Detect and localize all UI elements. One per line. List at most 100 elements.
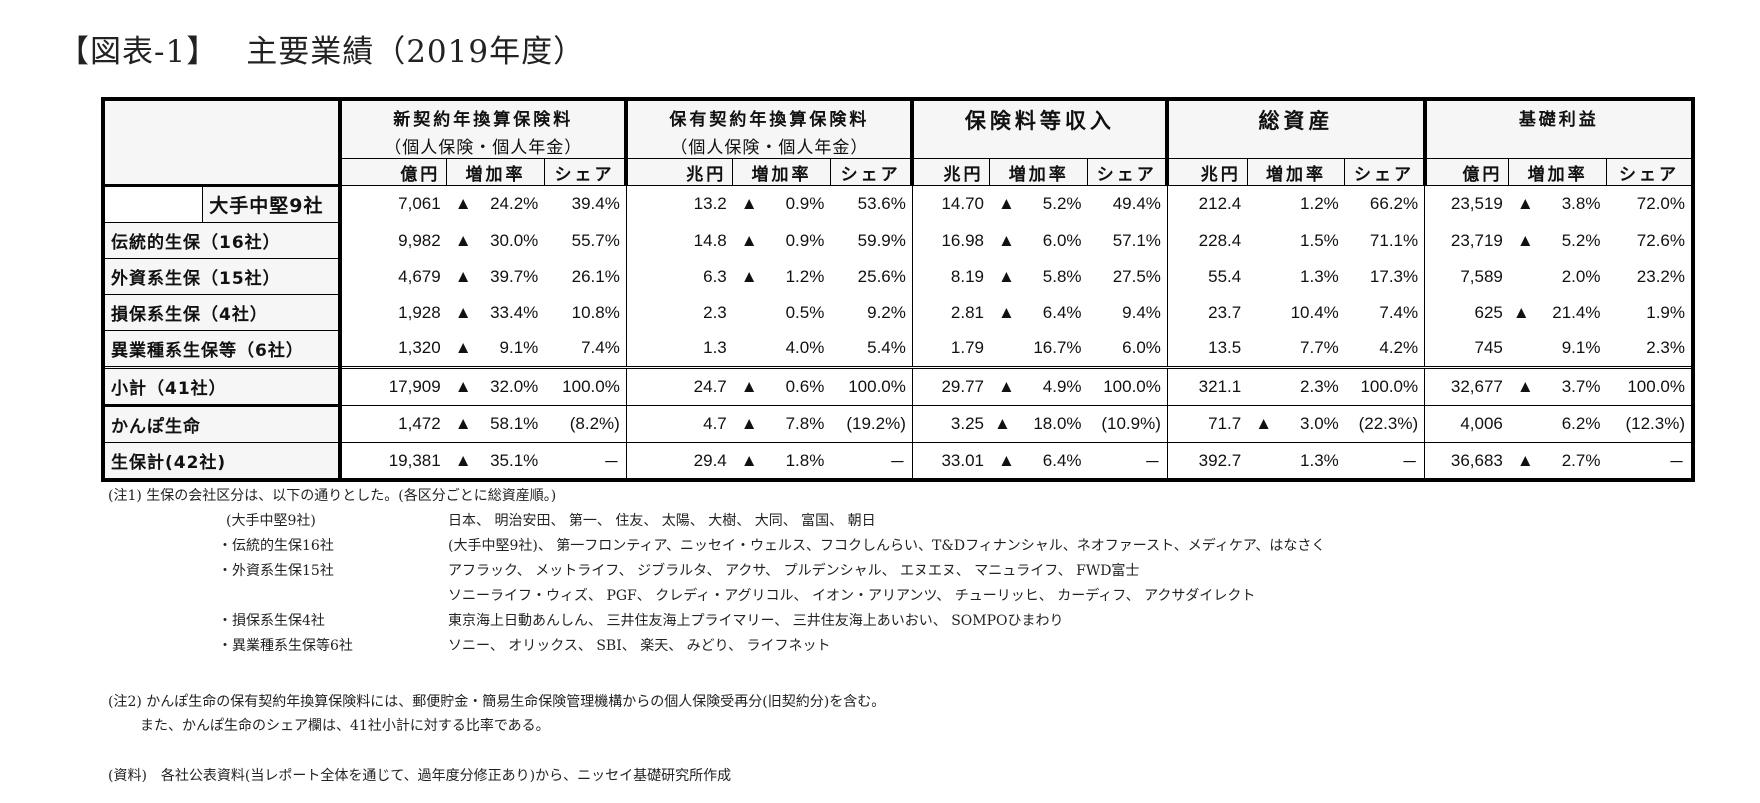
cell-share: 2.3% [1646, 338, 1685, 358]
cell-value: 14.8 [625, 222, 733, 259]
row-label: 大手中堅9社 [202, 185, 343, 223]
cell-change: ▲ 5.8% [997, 266, 1082, 286]
subtotal-row: 小計（41社） 17,909 ▲ 32.0% 100.0% 24.7 ▲ 0.6% … [103, 366, 1693, 407]
change-header: 増加率 [1508, 158, 1607, 186]
cell-share: 23.2% [1636, 266, 1685, 286]
header-row-group: 新契約年換算保険料 保有契約年換算保険料 保険料等収入 総資産 基礎利益 [103, 99, 1693, 187]
table-row: 損保系生保（4社） 1,928 ▲ 33.4% 10.8% 2.3 0.5% 9.… [103, 294, 1693, 331]
decrease-triangle-icon: ▲ [454, 230, 472, 250]
share-header: シェア [1605, 158, 1693, 186]
row-label: 異業種系生保等（6社） [103, 330, 343, 368]
cell-share: 1.9% [1646, 302, 1685, 322]
cell-change: ▲ 3.8% [1516, 194, 1601, 214]
cell-change: 10.4% [1290, 302, 1339, 322]
share-header: シェア [829, 158, 913, 186]
cell-value: 29.77 [911, 366, 990, 406]
row-label: 伝統的生保（16社） [103, 222, 343, 259]
cell-share: (10.9%) [1087, 405, 1168, 443]
group-header: 保有契約年換算保険料 [624, 99, 913, 133]
table-row: 異業種系生保等（6社） 1,320 ▲ 9.1% 7.4% 1.3 4.0% 5.… [103, 330, 1693, 368]
table-row: かんぽ生命 1,472 ▲ 58.1% (8.2%) 4.7 ▲ 7.8% (19.… [103, 405, 1693, 443]
cell-change: ▲ 9.1% [454, 338, 539, 358]
unit-header: 億円 [1422, 158, 1509, 186]
header-row-units: 億円 増加率 シェア 兆円 増加率 シェア 兆円 増加率 シェア 兆円 増加率 … [103, 158, 1693, 186]
cell-share: 4.2% [1379, 338, 1419, 358]
unit-header: 兆円 [624, 158, 733, 186]
cell-value: 23,719 [1424, 222, 1509, 259]
cell-value: 29.4 [625, 442, 733, 480]
cell-value: 1.3 [625, 330, 733, 368]
cell-change: ▲ 21.4% [1512, 302, 1601, 322]
change-header: 増加率 [732, 158, 831, 186]
decrease-triangle-icon: ▲ [454, 377, 472, 396]
cell-share: 5.4% [867, 338, 906, 358]
cell-share: 57.1% [1112, 230, 1161, 250]
cell-share: 100.0% [830, 366, 913, 406]
decrease-triangle-icon: ▲ [1516, 194, 1534, 214]
cell-value: 4.7 [625, 405, 733, 443]
cell-value: 2.81 [911, 294, 990, 331]
figure-label: 【図表-1】 [58, 34, 219, 70]
cell-change: 0.5% [785, 302, 825, 322]
cell-change: ▲ 7.8% [732, 405, 831, 443]
note-2-continued: また、かんぽ生命のシェア欄は、41社小計に対する比率である。 [140, 718, 550, 734]
group-header: 総資産 [1165, 99, 1425, 159]
cell-share: 66.2% [1369, 194, 1419, 214]
cell-share: 72.6% [1636, 230, 1685, 250]
row-label: 外資系生保（15社） [103, 258, 343, 295]
category-members: ソニーライフ・ウィズ、 PGF、 クレディ・アグリコル、 イオン・アリアンツ、 … [448, 588, 1256, 604]
cell-share: 7.4% [1379, 302, 1419, 322]
group-subheader: （個人保険・個人年金） [624, 133, 913, 159]
cell-share: 27.5% [1112, 266, 1161, 286]
cell-change: 2.3% [1247, 366, 1345, 406]
decrease-triangle-icon: ▲ [997, 230, 1015, 250]
cell-change: ▲ 4.9% [989, 366, 1088, 406]
cell-share: 9.2% [867, 302, 906, 322]
table-row: 外資系生保（15社） 4,679 ▲ 39.7% 26.1% 6.3 ▲ 1.2% … [103, 258, 1693, 295]
group-header: 基礎利益 [1422, 99, 1693, 159]
cell-change: 1.3% [1300, 266, 1339, 286]
cell-value: 36,683 [1424, 442, 1509, 480]
cell-value: 14.70 [911, 185, 990, 223]
unit-header: 兆円 [1165, 158, 1248, 186]
cell-share: 71.1% [1369, 230, 1419, 250]
cell-change: ▲ 18.0% [989, 405, 1088, 443]
cell-change: 1.5% [1300, 230, 1339, 250]
category-name: ・損保系生保4社 [218, 613, 325, 629]
cell-value: 228.4 [1166, 222, 1248, 259]
cell-share: 6.0% [1122, 338, 1161, 358]
cell-share: 53.6% [857, 194, 906, 214]
cell-value: 4,006 [1424, 405, 1509, 443]
cell-value: 13.2 [625, 185, 733, 223]
category-members: 日本、 明治安田、 第一、 住友、 太陽、 大樹、 大同、 富国、 朝日 [448, 513, 876, 529]
cell-value: 625 [1424, 294, 1509, 331]
cell-share: (8.2%) [544, 405, 627, 443]
cell-share: 17.3% [1369, 266, 1419, 286]
cell-value: 71.7 [1166, 405, 1248, 443]
header-row-sub: （個人保険・個人年金） （個人保険・個人年金） [103, 133, 1693, 159]
cell-value: 1,472 [340, 405, 447, 443]
change-header: 増加率 [446, 158, 545, 186]
decrease-triangle-icon: ▲ [740, 414, 758, 433]
cell-share: 39.4% [571, 194, 620, 214]
cell-share: 7.4% [581, 338, 620, 358]
cell-value: 321.1 [1166, 366, 1248, 406]
cell-value: 745 [1424, 330, 1509, 368]
decrease-triangle-icon: ▲ [740, 266, 758, 286]
decrease-triangle-icon: ▲ [454, 302, 472, 322]
unit-header: 億円 [340, 158, 447, 186]
cell-value: 212.4 [1166, 185, 1248, 223]
decrease-triangle-icon: ▲ [997, 450, 1015, 470]
cell-share: (22.3%) [1344, 405, 1425, 443]
decrease-triangle-icon: ▲ [997, 194, 1015, 214]
group-header: 保険料等収入 [910, 99, 1168, 159]
cell-change: ▲ 0.9% [740, 230, 825, 250]
cell-share: － [544, 442, 627, 480]
decrease-triangle-icon: ▲ [454, 414, 472, 433]
category-name: ・伝統的生保16社 [218, 538, 334, 554]
decrease-triangle-icon: ▲ [1512, 302, 1530, 322]
cell-change: ▲ 24.2% [454, 194, 539, 214]
category-name: ・異業種系生保等6社 [218, 638, 353, 654]
group-subheader: （個人保険・個人年金） [340, 133, 627, 159]
cell-value: 8.19 [911, 258, 990, 295]
